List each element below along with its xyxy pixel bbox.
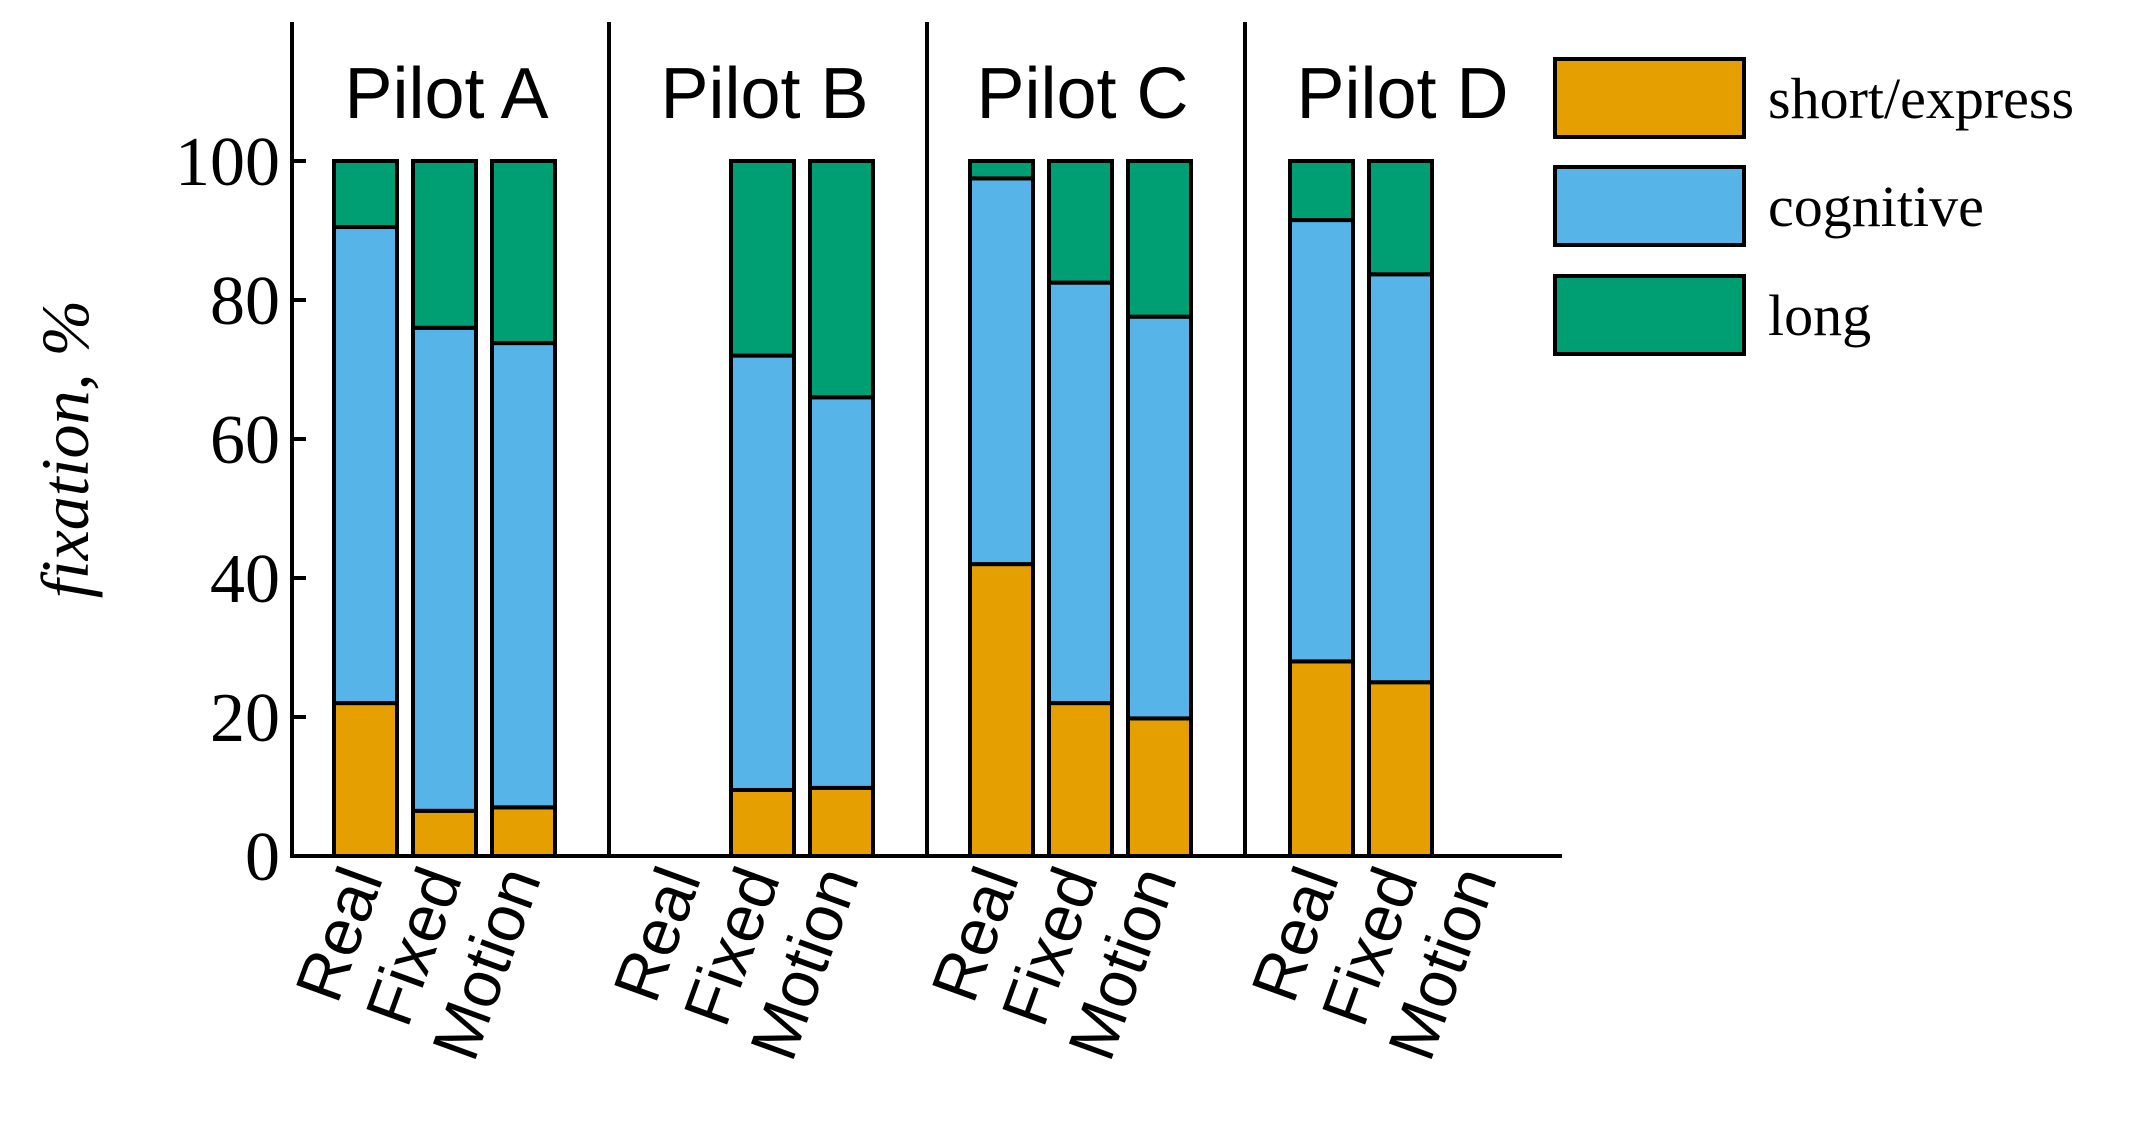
legend-label-short-express: short/express xyxy=(1768,66,2074,131)
legend-swatch-short-express xyxy=(1553,57,1746,139)
bar-pilot-b-motion-long xyxy=(808,159,875,400)
bar-pilot-d-real-cognitive xyxy=(1288,218,1355,664)
y-tick-label-100: 100 xyxy=(175,124,280,201)
bar-pilot-a-fixed-short-express xyxy=(411,808,478,859)
bar-pilot-a-real-long xyxy=(332,159,399,230)
y-tick-label-0: 0 xyxy=(245,819,280,896)
bar-pilot-c-fixed-cognitive xyxy=(1047,280,1114,706)
bar-pilot-d-fixed-cognitive xyxy=(1367,272,1434,685)
bar-pilot-b-motion-short-express xyxy=(808,785,875,859)
y-tick-label-80: 80 xyxy=(210,263,280,340)
bar-pilot-d-fixed-short-express xyxy=(1367,680,1434,858)
legend-swatch-cognitive xyxy=(1553,165,1746,247)
bar-pilot-c-real-long xyxy=(968,159,1035,181)
bar-pilot-c-fixed-long xyxy=(1047,159,1114,285)
y-tick-label-20: 20 xyxy=(210,680,280,757)
legend: short/express cognitive long xyxy=(1553,57,2074,356)
y-axis-title: fixation, % xyxy=(27,300,103,598)
bar-pilot-c-motion-cognitive xyxy=(1126,314,1193,721)
group-title-pilot-b: Pilot B xyxy=(660,54,868,134)
bar-pilot-b-fixed-short-express xyxy=(729,787,796,858)
group-title-pilot-d: Pilot D xyxy=(1296,54,1508,134)
bar-pilot-d-real-short-express xyxy=(1288,659,1355,859)
bars xyxy=(332,159,1434,859)
bar-pilot-c-fixed-short-express xyxy=(1047,701,1114,858)
legend-swatch-long xyxy=(1553,274,1746,356)
bar-pilot-c-real-cognitive xyxy=(968,176,1035,567)
bar-pilot-a-fixed-long xyxy=(411,159,478,330)
y-tick-label-40: 40 xyxy=(210,541,280,618)
legend-label-cognitive: cognitive xyxy=(1768,174,1984,239)
y-tick-label-60: 60 xyxy=(210,402,280,479)
bar-pilot-a-motion-short-express xyxy=(490,805,557,858)
bar-pilot-c-motion-short-express xyxy=(1126,716,1193,859)
bar-pilot-b-motion-cognitive xyxy=(808,395,875,790)
bar-pilot-d-fixed-long xyxy=(1367,159,1434,277)
bar-pilot-c-real-short-express xyxy=(968,562,1035,858)
group-title-pilot-c: Pilot C xyxy=(976,54,1188,134)
bar-pilot-a-fixed-cognitive xyxy=(411,325,478,813)
legend-label-long: long xyxy=(1768,283,1871,348)
bar-pilot-a-motion-long xyxy=(490,159,557,346)
bar-pilot-b-fixed-long xyxy=(729,159,796,358)
bar-pilot-a-real-cognitive xyxy=(332,225,399,706)
bar-pilot-b-fixed-cognitive xyxy=(729,353,796,792)
group-title-pilot-a: Pilot A xyxy=(344,54,548,134)
bar-pilot-d-real-long xyxy=(1288,159,1355,223)
bar-pilot-a-motion-cognitive xyxy=(490,341,557,810)
bar-pilot-c-motion-long xyxy=(1126,159,1193,319)
bar-pilot-a-real-short-express xyxy=(332,701,399,858)
